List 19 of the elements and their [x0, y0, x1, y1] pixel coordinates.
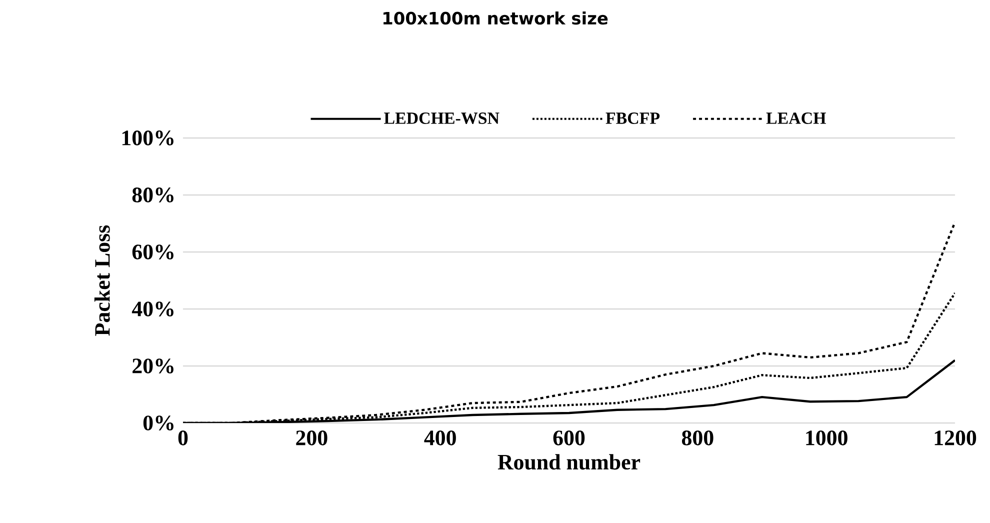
x-tick-label: 800 — [682, 430, 714, 446]
y-tick-label: 100% — [122, 130, 174, 146]
y-tick-label: 40% — [132, 302, 174, 316]
legend-label: LEDCHE-WSN — [384, 112, 500, 124]
x-tick-label: 400 — [424, 430, 456, 446]
x-tick-label: 1000 — [806, 430, 848, 446]
y-axis-title: Packet Loss — [94, 225, 110, 336]
y-tick-label: 0% — [143, 416, 174, 430]
x-tick-label: 1200 — [934, 430, 976, 446]
x-tick-label: 0 — [178, 430, 188, 446]
legend-label: LEACH — [766, 112, 826, 124]
x-axis-title: Round number — [498, 454, 640, 470]
y-tick-label: 20% — [132, 358, 174, 374]
y-tick-label: 60% — [132, 244, 174, 260]
x-tick-label: 600 — [553, 430, 585, 446]
y-tick-label: 80% — [132, 188, 174, 202]
x-tick-label: 200 — [296, 430, 328, 446]
legend-label: FBCFP — [606, 112, 660, 124]
chart-title: 100x100m network size — [383, 12, 608, 25]
